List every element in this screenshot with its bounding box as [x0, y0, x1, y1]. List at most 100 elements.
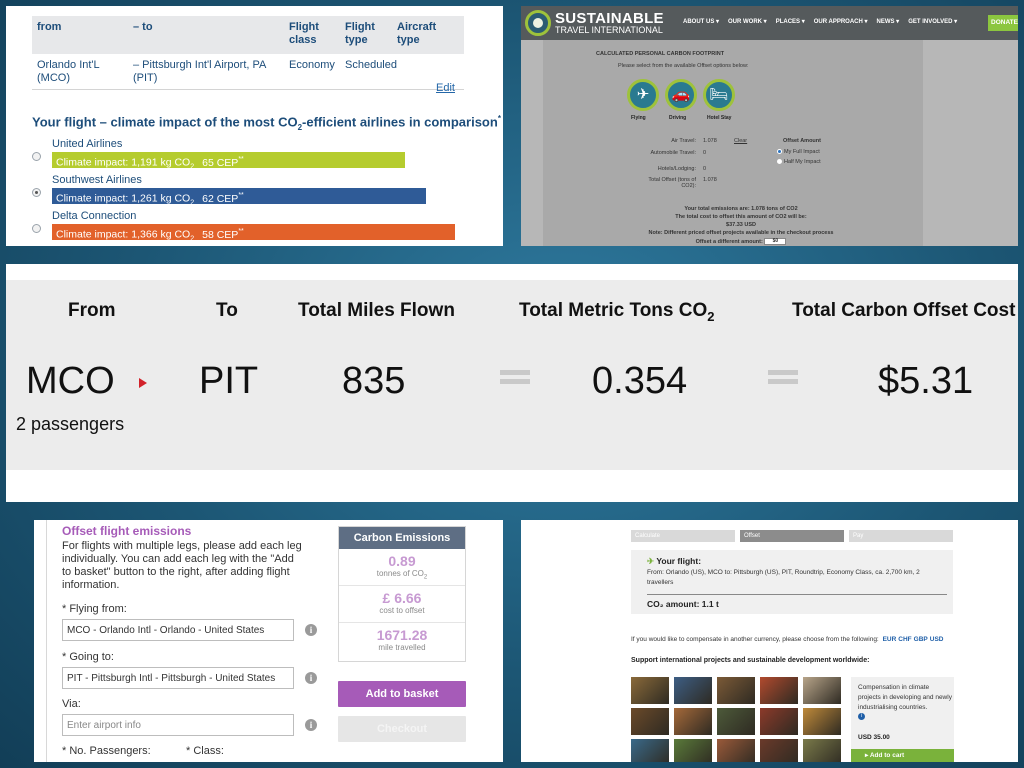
miles-value: 1671.28 — [376, 627, 428, 643]
add-to-cart-label: Add to cart — [869, 752, 905, 759]
airline-option[interactable]: Southwest Airlines Climate impact: 1,261 … — [32, 174, 472, 207]
project-thumbnail[interactable] — [717, 739, 755, 762]
offset-option-flying[interactable]: ✈ — [627, 79, 659, 111]
flying-from-label: * Flying from: — [62, 603, 127, 615]
project-description-box: Compensation in climate projects in deve… — [851, 677, 954, 757]
miles-stat: 1671.28 mile travelled — [339, 623, 465, 660]
total-cost-line: The total cost to offset this amount of … — [675, 214, 807, 220]
currency-link-chf[interactable]: CHF — [898, 636, 912, 643]
offset-amount-label: My Full Impact — [784, 149, 820, 155]
header-cost: Total Carbon Offset Cost — [792, 300, 1016, 321]
nav-item[interactable]: GET INVOLVED ▾ — [908, 19, 958, 25]
project-thumbnail[interactable] — [803, 708, 841, 735]
project-thumbnail[interactable] — [674, 677, 712, 704]
project-thumbnail[interactable] — [717, 677, 755, 704]
add-to-basket-button[interactable]: Add to basket — [338, 681, 466, 707]
logo-icon[interactable] — [525, 10, 551, 36]
offset-amount-radio[interactable] — [777, 159, 782, 165]
checkout-button[interactable]: Checkout — [338, 716, 466, 742]
nav-item[interactable]: NEWS ▾ — [876, 19, 900, 25]
different-amount: Offset a different amount: $0 — [591, 238, 891, 245]
table-row: Orlando Int'L (MCO) – Pittsburgh Int'l A… — [32, 54, 464, 90]
different-amount-input[interactable]: $0 — [764, 238, 787, 245]
cep-footnote-mark: ** — [238, 228, 244, 235]
airline-radio[interactable] — [32, 224, 41, 233]
footprint-row-value: 1.078 — [703, 177, 717, 183]
value-tons: 0.354 — [592, 360, 688, 402]
project-thumbnail[interactable] — [631, 708, 669, 735]
project-thumbnail[interactable] — [631, 677, 669, 704]
header-tons: Total Metric Tons CO2 — [519, 300, 714, 324]
info-icon[interactable]: i — [858, 713, 865, 720]
airline-name: Southwest Airlines — [52, 174, 142, 186]
brand-subtitle: TRAVEL INTERNATIONAL — [555, 25, 663, 35]
info-icon[interactable]: i — [305, 672, 317, 684]
summary-band — [6, 280, 1018, 470]
step-pay[interactable]: Pay — [849, 530, 953, 542]
currency-link-gbp[interactable]: GBP — [913, 636, 928, 643]
clear-link[interactable]: Clear — [734, 138, 748, 144]
airline-name: Delta Connection — [52, 210, 137, 222]
currency-link-usd[interactable]: USD — [929, 636, 944, 643]
project-thumbnail[interactable] — [674, 708, 712, 735]
nav-item[interactable]: ABOUT US ▾ — [683, 19, 720, 25]
flight-table-header: from – to Flight class Flight type Aircr… — [32, 16, 464, 54]
step-offset[interactable]: Offset — [740, 530, 844, 542]
project-thumbnail[interactable] — [760, 739, 798, 762]
project-thumbnail[interactable] — [760, 708, 798, 735]
currency-link-eur[interactable]: EUR — [882, 636, 897, 643]
divider — [647, 594, 947, 595]
airline-radio[interactable] — [32, 152, 41, 161]
header-from: From — [68, 300, 116, 321]
edit-link[interactable]: Edit — [436, 82, 455, 94]
currency-links: EUR CHF GBP USD — [881, 636, 944, 643]
flying-from-input[interactable] — [62, 619, 294, 641]
impact-text: Climate impact: 1,261 kg CO — [56, 192, 191, 205]
info-icon[interactable]: i — [305, 624, 317, 636]
total-cost: $37.33 USD — [726, 222, 756, 228]
offset-summary-panel: From To Total Miles Flown Total Metric T… — [6, 264, 1018, 502]
offset-option-label: Flying — [631, 115, 646, 121]
nav-item[interactable]: OUR APPROACH ▾ — [813, 19, 868, 25]
offset-option-hotel-stay[interactable]: 🛏 — [703, 79, 735, 111]
offset-amount-radio[interactable] — [777, 149, 782, 155]
equals-icon — [768, 368, 798, 386]
project-thumbnail[interactable] — [631, 739, 669, 762]
via-input[interactable] — [62, 714, 294, 736]
footprint-row-value: 0 — [703, 166, 707, 172]
tonnes-unit-subscript: 2 — [423, 574, 428, 581]
info-icon[interactable]: i — [305, 719, 317, 731]
offset-option-driving[interactable]: 🚗 — [665, 79, 697, 111]
impact-text: Climate impact: 1,366 kg CO — [56, 228, 191, 241]
project-price: USD 35.00 — [858, 734, 890, 741]
offset-option-label: Hotel Stay — [707, 115, 732, 121]
step-calculate[interactable]: Calculate — [631, 530, 735, 542]
offset-amount-option[interactable]: Half My Impact — [777, 159, 821, 165]
plane-icon: ✈ — [647, 556, 655, 566]
cart-icon: ▸ — [865, 752, 870, 759]
project-thumbnail[interactable] — [803, 677, 841, 704]
heading-text: Your flight – climate impact of the most… — [32, 114, 298, 130]
project-thumbnail[interactable] — [803, 739, 841, 762]
donate-button[interactable]: DONATE — [988, 15, 1018, 31]
project-thumbnail[interactable] — [760, 677, 798, 704]
project-thumbnail[interactable] — [717, 708, 755, 735]
offset-amount-option[interactable]: My Full Impact — [777, 149, 820, 155]
project-thumbnail[interactable] — [674, 739, 712, 762]
airline-radio[interactable] — [32, 188, 41, 197]
footprint-row-label: Automobile Travel: — [650, 150, 696, 156]
col-from: from — [37, 21, 62, 33]
airline-option[interactable]: Delta Connection Climate impact: 1,366 kg… — [32, 210, 472, 243]
nav-item[interactable]: OUR WORK ▾ — [728, 19, 767, 25]
airline-option[interactable]: United Airlines Climate impact: 1,191 kg … — [32, 138, 472, 171]
offset-amount-label: Half My Impact — [784, 159, 821, 165]
footprint-row-value: 0 — [703, 150, 707, 156]
support-heading: Support international projects and susta… — [631, 657, 870, 664]
tonnes-stat: 0.89 tonnes of CO2 — [339, 549, 465, 586]
value-cost: $5.31 — [878, 360, 974, 402]
going-to-input[interactable] — [62, 667, 294, 689]
nav-item[interactable]: PLACES ▾ — [775, 19, 805, 25]
cell-flight-class: Economy — [289, 59, 335, 71]
header-miles: Total Miles Flown — [298, 300, 455, 321]
add-to-cart-button[interactable]: ▸ Add to cart — [851, 749, 954, 762]
